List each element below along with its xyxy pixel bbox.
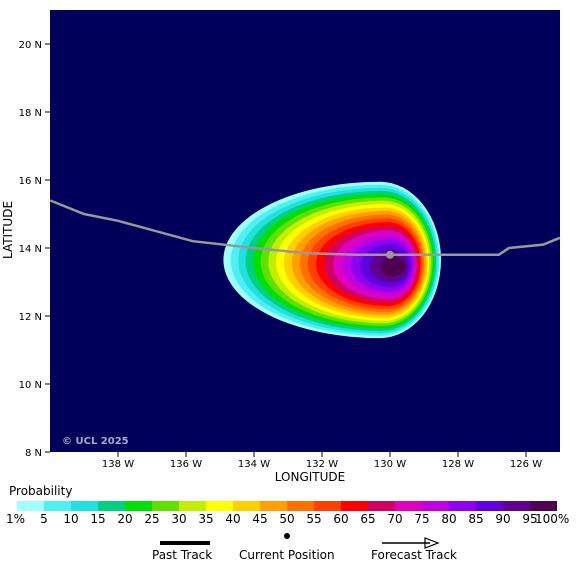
probability-contour bbox=[380, 256, 406, 277]
colorbar-label: 75 bbox=[414, 512, 430, 526]
colorbar-label: 100% bbox=[535, 512, 570, 526]
colorbar-swatch bbox=[260, 501, 287, 511]
colorbar-label: 95 bbox=[522, 512, 538, 526]
lon-tick-label: 136 W bbox=[170, 459, 202, 470]
colorbar-swatch bbox=[503, 501, 530, 511]
colorbar-swatch bbox=[287, 501, 314, 511]
colorbar-swatch bbox=[44, 501, 71, 511]
colorbar-label: 15 bbox=[90, 512, 106, 526]
storm-track bbox=[49, 199, 561, 259]
forecast-track-label: Forecast Track bbox=[371, 548, 457, 562]
probability-field bbox=[223, 181, 441, 339]
colorbar-swatch bbox=[125, 501, 152, 511]
colorbar-labels: 1% 5 10 15 20 25 30 35 40 45 50 55 60 65 70 75 80 85 90 95 1… bbox=[0, 512, 580, 526]
colorbar-label: 35 bbox=[198, 512, 214, 526]
forecast-arrow-icon bbox=[424, 537, 440, 549]
lon-tick-label: 134 W bbox=[238, 459, 270, 470]
lat-tick-label: 20 N bbox=[19, 40, 42, 51]
lat-tick-label: 16 N bbox=[19, 176, 42, 187]
lat-tick-label: 12 N bbox=[19, 312, 42, 323]
colorbar-label: 45 bbox=[252, 512, 268, 526]
colorbar-swatch bbox=[530, 501, 557, 511]
colorbar-swatch bbox=[476, 501, 503, 511]
x-axis-title: LONGITUDE bbox=[275, 470, 345, 484]
colorbar-swatch bbox=[368, 501, 395, 511]
current-position-label: Current Position bbox=[239, 548, 335, 562]
colorbar-label: 30 bbox=[171, 512, 187, 526]
colorbar-label: 55 bbox=[306, 512, 322, 526]
colorbar-label: 85 bbox=[468, 512, 484, 526]
colorbar-swatch bbox=[233, 501, 260, 511]
track-line bbox=[49, 199, 561, 257]
y-axis-title: LATITUDE bbox=[1, 201, 15, 259]
colorbar-swatch bbox=[341, 501, 368, 511]
track-key-symbols bbox=[160, 533, 440, 549]
past-track-label: Past Track bbox=[152, 548, 213, 562]
colorbar-label: 1% bbox=[6, 512, 26, 526]
forecast-map: 20 N 18 N 16 N 14 N 12 N 10 N 8 N 138 W 136 W 134… bbox=[1, 10, 561, 484]
colorbar-swatch bbox=[98, 501, 125, 511]
lat-tick-label: 10 N bbox=[19, 380, 42, 391]
colorbar-label: 65 bbox=[360, 512, 376, 526]
probability-colorbar bbox=[17, 501, 557, 511]
map-axes: 20 N 18 N 16 N 14 N 12 N 10 N 8 N 138 W 136 W 134… bbox=[19, 40, 543, 470]
colorbar-swatch bbox=[152, 501, 179, 511]
colorbar-label: 40 bbox=[225, 512, 241, 526]
colorbar-swatch bbox=[395, 501, 422, 511]
colorbar-swatch bbox=[17, 501, 44, 511]
colorbar-label: 80 bbox=[441, 512, 457, 526]
lat-tick-label: 18 N bbox=[19, 108, 42, 119]
colorbar-label: 70 bbox=[387, 512, 403, 526]
current-position-marker bbox=[386, 250, 394, 259]
current-position-symbol bbox=[284, 533, 290, 539]
colorbar-swatch bbox=[314, 501, 341, 511]
lon-tick-label: 130 W bbox=[374, 459, 406, 470]
colorbar-label: 5 bbox=[40, 512, 48, 526]
lon-tick-label: 126 W bbox=[510, 459, 542, 470]
lat-tick-label: 8 N bbox=[25, 448, 42, 459]
colorbar-label: 90 bbox=[495, 512, 511, 526]
colorbar-label: 60 bbox=[333, 512, 349, 526]
legend-title: Probability bbox=[9, 484, 73, 498]
colorbar-swatch bbox=[206, 501, 233, 511]
lat-tick-label: 14 N bbox=[19, 244, 42, 255]
copyright-label: © UCL 2025 bbox=[62, 436, 129, 447]
colorbar-swatch bbox=[449, 501, 476, 511]
lon-tick-label: 132 W bbox=[306, 459, 338, 470]
colorbar-label: 25 bbox=[144, 512, 160, 526]
colorbar-swatch bbox=[422, 501, 449, 511]
colorbar-swatch bbox=[71, 501, 98, 511]
lon-tick-label: 128 W bbox=[442, 459, 474, 470]
lon-tick-label: 138 W bbox=[102, 459, 134, 470]
colorbar-label: 50 bbox=[279, 512, 295, 526]
colorbar-swatch bbox=[179, 501, 206, 511]
track-key: Past Track Current Position Forecast Tra… bbox=[0, 532, 580, 568]
colorbar-label: 10 bbox=[63, 512, 79, 526]
colorbar-label: 20 bbox=[117, 512, 133, 526]
